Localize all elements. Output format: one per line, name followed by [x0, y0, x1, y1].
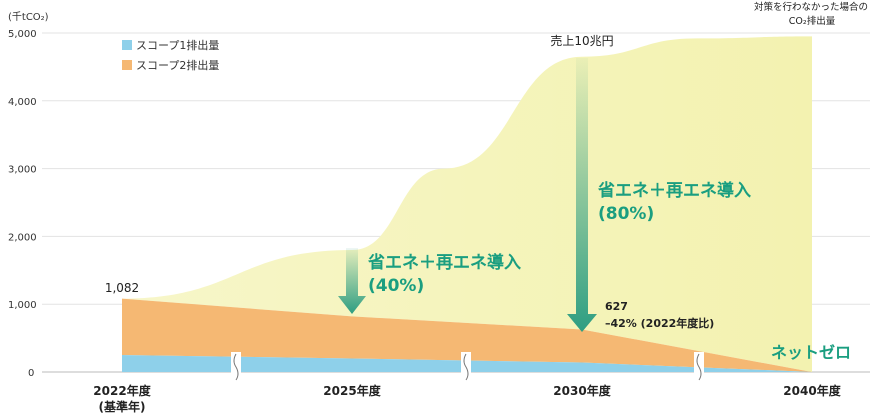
axis-break-2 [461, 352, 471, 382]
sales-label: 売上10兆円 [550, 33, 613, 48]
bau-label-line1: 対策を行わなかった場合の [754, 1, 868, 13]
arrow-2030-label-line2: (80%) [598, 204, 654, 224]
unit-label: (千tCO₂) [8, 11, 49, 23]
legend-label-scope2: スコープ2排出量 [136, 58, 219, 72]
axis-break-1 [231, 352, 241, 382]
arrow-2025-label-line1: 省エネ＋再エネ導入 [367, 252, 521, 273]
reduction-arrow-2025 [338, 248, 366, 314]
arrow-2030-label-line1: 省エネ＋再エネ導入 [597, 180, 751, 201]
reduction-arrow-2030 [567, 58, 597, 332]
y-axis-ticks: 0 1,000 2,000 3,000 4,000 5,000 [8, 29, 37, 379]
x-tick-label-2030: 2030年度 [553, 383, 611, 398]
legend: スコープ1排出量 スコープ2排出量 [122, 38, 219, 72]
y-tick-label-1000: 1,000 [8, 300, 37, 311]
x-tick-label-2022: 2022年度 [93, 383, 151, 398]
x-tick-label-2025: 2025年度 [323, 383, 381, 398]
pct-2030-label: –42% (2022年度比) [605, 316, 714, 330]
arrow-2025-label-line2: (40%) [368, 276, 424, 296]
y-tick-label-2000: 2,000 [8, 232, 37, 243]
y-tick-label-0: 0 [28, 368, 34, 379]
y-tick-label-4000: 4,000 [8, 97, 37, 108]
y-tick-label-5000: 5,000 [8, 29, 37, 40]
bau-area [122, 36, 812, 372]
scope2-area [122, 298, 812, 372]
value-2030-label: 627 [605, 300, 628, 313]
net-zero-label: ネットゼロ [771, 343, 851, 362]
x-axis-labels: 2022年度 (基準年) 2025年度 2030年度 2040年度 [93, 383, 841, 414]
x-tick-sublabel-2022: (基準年) [99, 399, 146, 414]
bau-label-line2: CO₂排出量 [789, 15, 836, 27]
legend-label-scope1: スコープ1排出量 [136, 38, 219, 52]
legend-swatch-scope2 [122, 60, 132, 70]
base-value-label: 1,082 [105, 281, 139, 295]
axis-break-3 [694, 352, 704, 382]
x-tick-label-2040: 2040年度 [783, 383, 841, 398]
legend-swatch-scope1 [122, 40, 132, 50]
y-tick-label-3000: 3,000 [8, 165, 37, 176]
